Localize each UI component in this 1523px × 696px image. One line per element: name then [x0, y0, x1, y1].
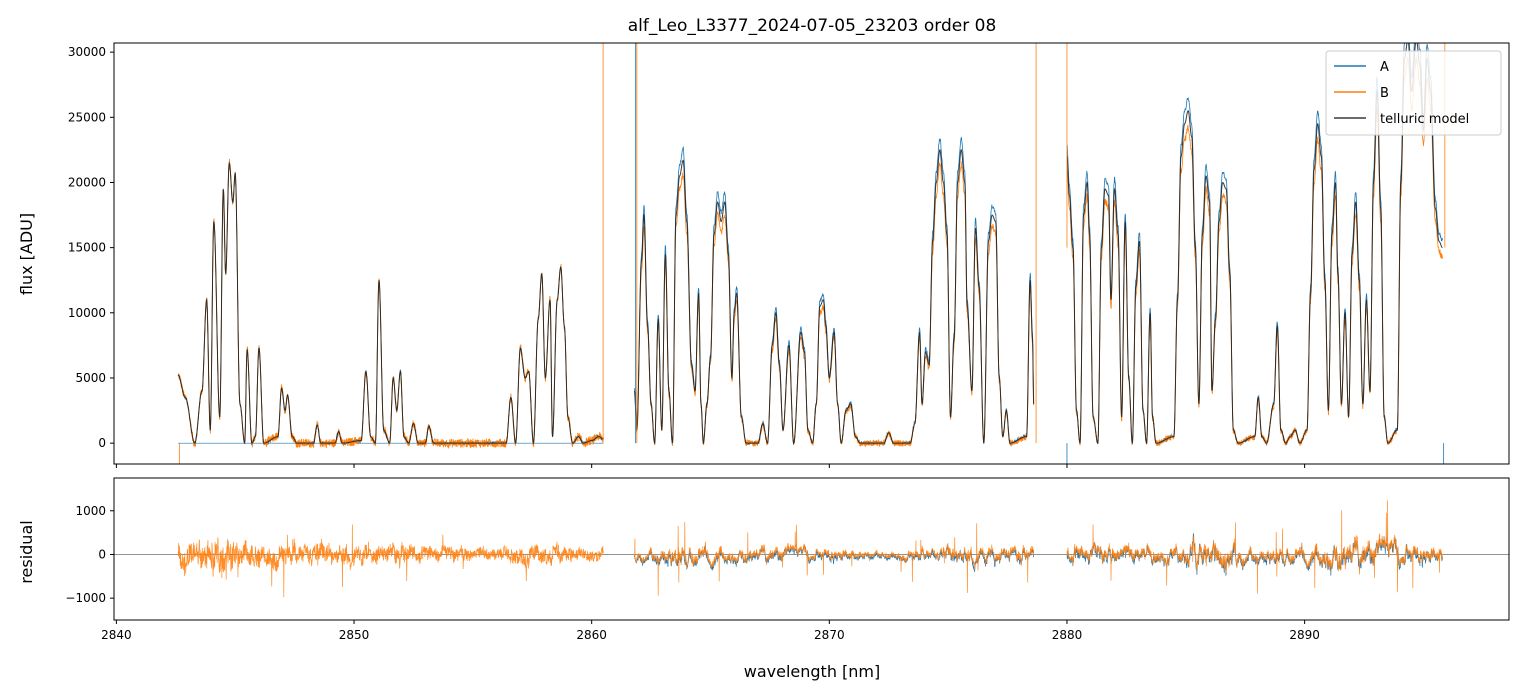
flux-ytick-label: 20000 [68, 175, 106, 189]
residual-ytick-label: 0 [98, 547, 106, 561]
residual-ytick-label: −1000 [65, 591, 106, 605]
legend-label-a: A [1380, 60, 1389, 75]
xtick-label: 2880 [1052, 628, 1083, 642]
flux-y-label: flux [ADU] [17, 213, 36, 295]
legend-box [1325, 50, 1502, 136]
xtick-label: 2860 [576, 628, 607, 642]
residual-x-ticks: 2840 2850 2860 2870 2880 2890 [101, 620, 1320, 642]
flux-y-ticks: 0 5000 10000 15000 20000 25000 30000 [68, 45, 114, 450]
chart-title: alf_Leo_L3377_2024-07-05_23203 order 08 [628, 16, 997, 36]
flux-ytick-label: 30000 [68, 45, 106, 59]
legend-label-model: telluric model [1380, 112, 1469, 127]
xtick-label: 2850 [339, 628, 370, 642]
residual-ytick-label: 1000 [75, 504, 106, 518]
xtick-label: 2870 [814, 628, 845, 642]
residual-series-b-seg0 [177, 524, 604, 598]
flux-ytick-label: 0 [98, 436, 106, 450]
xtick-label: 2890 [1289, 628, 1320, 642]
flux-ytick-label: 25000 [68, 110, 106, 124]
residual-plot-area [114, 500, 1509, 598]
residual-series-b-seg1 [634, 521, 1035, 596]
flux-ytick-label: 10000 [68, 306, 106, 320]
legend-label-b: B [1380, 86, 1389, 101]
residual-y-label: residual [17, 520, 36, 583]
legend: A B telluric model [1325, 50, 1502, 136]
flux-axes-frame [113, 42, 1510, 465]
x-axis-label: wavelength [nm] [744, 662, 881, 681]
residual-series-b-seg2 [1066, 500, 1443, 594]
flux-plot-area [177, 43, 1446, 464]
residual-axes-frame [113, 477, 1510, 621]
flux-x-ticks [115, 464, 1306, 468]
flux-model-seg1 [633, 148, 1035, 445]
residual-panel: −1000 0 1000 2840 2850 2860 2870 2880 2890 resi… [17, 477, 1510, 681]
residual-y-ticks: −1000 0 1000 [65, 504, 114, 605]
flux-panel: 0 5000 10000 15000 20000 25000 30000 flux [ADU… [17, 42, 1510, 468]
xtick-label: 2840 [101, 628, 132, 642]
flux-model-seg2 [1066, 43, 1443, 445]
flux-model-seg0 [178, 161, 604, 445]
flux-ytick-label: 5000 [75, 371, 106, 385]
flux-ytick-label: 15000 [68, 241, 106, 255]
